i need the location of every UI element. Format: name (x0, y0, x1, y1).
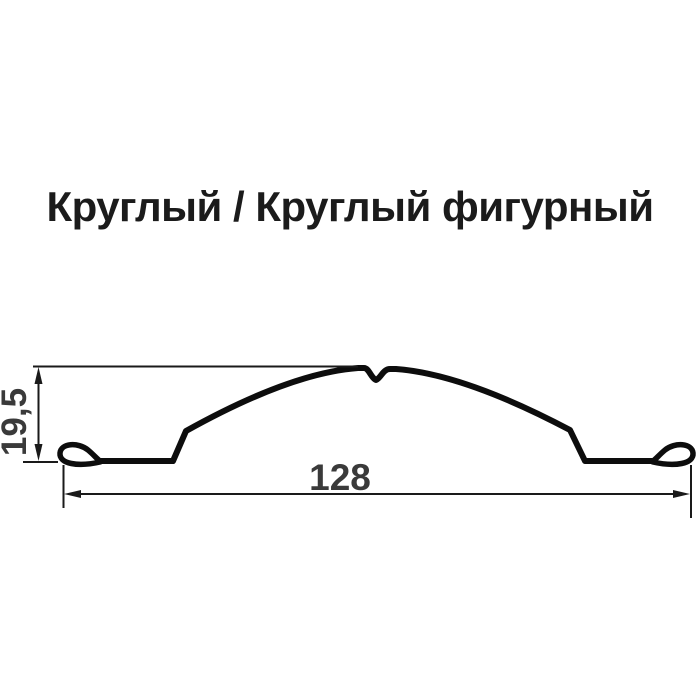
width-arrow-left (64, 490, 81, 498)
right-hem-curl (650, 442, 696, 467)
height-arrow-down (34, 444, 43, 461)
profile-outline-path (95, 365, 658, 464)
left-hem-curl (57, 442, 103, 467)
height-dimension-label: 19,5 (0, 387, 34, 457)
height-arrow-up (34, 367, 43, 384)
width-dimension-label: 128 (309, 457, 371, 498)
page-title: Круглый / Круглый фигурный (46, 183, 654, 230)
width-arrow-right (673, 490, 690, 498)
